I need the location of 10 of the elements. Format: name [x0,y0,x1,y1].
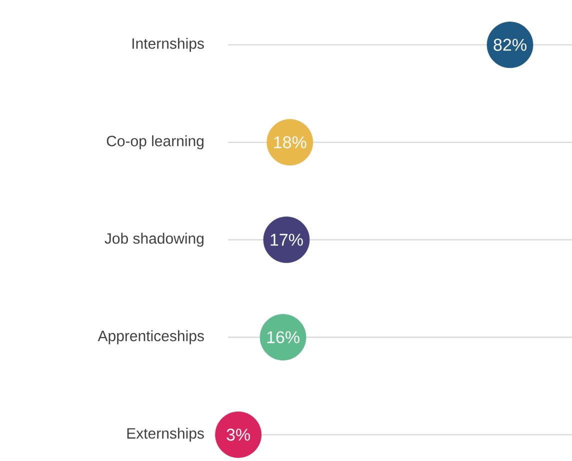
y-tick-label: Internships [132,38,204,52]
data-label: 18% [274,136,306,148]
data-label: 3% [226,428,250,441]
data-label: 16% [267,331,300,344]
y-tick-label: Co-op learning [106,135,204,150]
data-label: 17% [270,234,303,246]
y-tick-label: Job shadowing [104,232,204,247]
data-label: 82% [494,38,526,51]
y-tick-label: Apprenticeships [98,330,204,344]
y-tick-label: Externships [127,428,204,442]
